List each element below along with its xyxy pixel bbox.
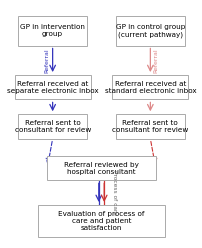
Text: Process of care: Process of care xyxy=(111,170,116,215)
Text: GP in control group
(current pathway): GP in control group (current pathway) xyxy=(115,24,184,37)
Text: Referral sent to
consultant for review: Referral sent to consultant for review xyxy=(112,120,188,133)
FancyBboxPatch shape xyxy=(15,75,90,99)
FancyBboxPatch shape xyxy=(47,156,155,180)
Text: Referral: Referral xyxy=(44,48,49,73)
Text: Referral received at
separate electronic inbox: Referral received at separate electronic… xyxy=(7,81,98,94)
FancyBboxPatch shape xyxy=(115,114,184,139)
FancyBboxPatch shape xyxy=(18,114,87,139)
Text: Referral: Referral xyxy=(153,48,158,73)
FancyBboxPatch shape xyxy=(38,205,164,237)
FancyBboxPatch shape xyxy=(18,16,87,46)
Text: Evaluation of process of
care and patient
satisfaction: Evaluation of process of care and patien… xyxy=(58,211,144,231)
FancyBboxPatch shape xyxy=(112,75,187,99)
FancyBboxPatch shape xyxy=(115,16,184,46)
Text: Referral sent to
consultant for review: Referral sent to consultant for review xyxy=(14,120,90,133)
Text: GP in intervention
group: GP in intervention group xyxy=(20,24,85,37)
Text: Referral received at
standard electronic inbox: Referral received at standard electronic… xyxy=(104,81,195,94)
Text: Referral reviewed by
hospital consultant: Referral reviewed by hospital consultant xyxy=(64,162,138,175)
